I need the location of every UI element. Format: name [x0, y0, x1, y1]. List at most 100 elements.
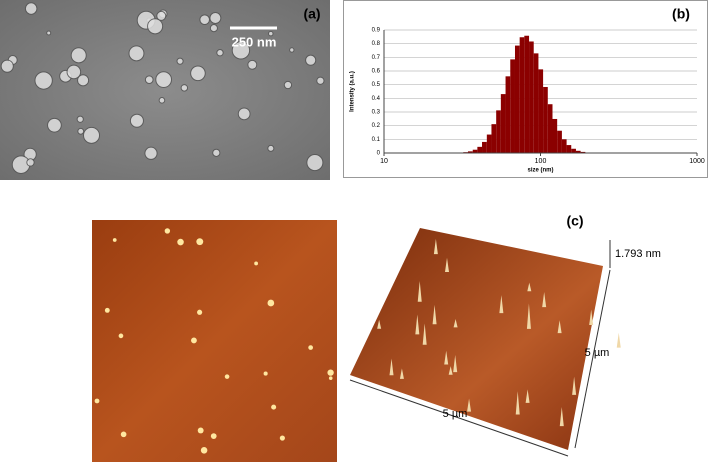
- particle: [76, 115, 84, 123]
- particle: [147, 18, 164, 35]
- particle: [308, 345, 313, 350]
- spike: [525, 389, 530, 403]
- bar: [547, 104, 553, 153]
- spike: [559, 407, 564, 427]
- bar: [575, 150, 581, 153]
- particle: [26, 158, 35, 167]
- particle: [0, 59, 14, 73]
- bar: [524, 35, 530, 153]
- x-axis-label: size (nm): [527, 168, 553, 174]
- spike: [415, 314, 420, 335]
- particle: [46, 30, 52, 36]
- spike: [422, 323, 427, 345]
- axis-arrow: [574, 269, 611, 449]
- particle: [34, 71, 53, 90]
- spike: [448, 366, 453, 375]
- y-axis-label: Intensity (a.u.): [350, 71, 356, 112]
- axis-arrow: [349, 379, 569, 457]
- y-tick-label: 0.9: [372, 28, 381, 34]
- axis-label: 5 µm: [443, 408, 468, 420]
- spike: [557, 320, 562, 334]
- particle: [190, 65, 206, 82]
- bar: [482, 141, 487, 153]
- particle: [267, 144, 275, 152]
- particle: [289, 47, 295, 53]
- z-scale-label: 1.793 nm: [615, 248, 661, 260]
- afm-image: [92, 220, 337, 462]
- particle: [47, 117, 62, 133]
- spike: [432, 304, 437, 325]
- particle: [224, 374, 230, 379]
- particle: [155, 71, 173, 88]
- particle: [70, 47, 87, 64]
- particle: [112, 238, 117, 242]
- particle: [305, 54, 317, 66]
- sem-image: [0, 0, 330, 180]
- particle: [200, 447, 208, 454]
- x-tick-label: 100: [535, 158, 547, 165]
- y-tick-label: 0.1: [372, 137, 381, 143]
- particle: [176, 57, 184, 65]
- bar: [580, 151, 586, 153]
- scale-bar-label: 250 nm: [232, 34, 277, 49]
- panel-label: (a): [303, 6, 320, 22]
- afm-particles: [94, 228, 334, 454]
- particle: [120, 431, 127, 438]
- spike: [589, 309, 594, 325]
- y-tick-label: 0.7: [372, 55, 381, 61]
- spike: [542, 292, 547, 308]
- bar: [566, 145, 572, 153]
- particle: [83, 126, 101, 144]
- particle: [77, 127, 85, 135]
- particle: [158, 97, 166, 104]
- particle: [118, 333, 124, 339]
- spike: [526, 303, 531, 329]
- bar: [505, 76, 511, 153]
- bar: [543, 86, 548, 153]
- spike: [377, 319, 382, 329]
- bar: [496, 110, 501, 153]
- particle: [24, 2, 38, 15]
- spike: [453, 354, 458, 373]
- particle: [267, 299, 275, 307]
- spike: [499, 295, 504, 314]
- panel-label: (b): [672, 6, 690, 22]
- particle: [328, 376, 333, 380]
- particle: [306, 154, 324, 172]
- spike: [467, 398, 472, 412]
- bar: [519, 37, 525, 153]
- particle: [263, 371, 268, 376]
- y-tick-label: 0: [377, 151, 381, 157]
- spike: [453, 318, 458, 328]
- particle: [197, 309, 203, 315]
- particle: [164, 228, 171, 234]
- axis-label: 5 µm: [585, 347, 610, 359]
- spike: [389, 358, 394, 376]
- bar: [514, 45, 520, 153]
- spike: [433, 238, 438, 255]
- particle: [180, 84, 189, 92]
- x-tick-label: 10: [380, 158, 388, 165]
- sem-particles: [0, 2, 325, 174]
- spike: [399, 368, 404, 379]
- panel-label: (c): [566, 213, 583, 229]
- spike: [444, 350, 449, 365]
- particle: [237, 107, 251, 121]
- particle: [212, 148, 221, 157]
- particle: [268, 30, 274, 37]
- particle: [209, 12, 222, 25]
- bar: [510, 59, 515, 154]
- particle: [231, 41, 251, 60]
- particle: [129, 113, 144, 128]
- particle: [209, 24, 218, 33]
- bar: [538, 69, 544, 153]
- y-tick-label: 0.6: [372, 69, 381, 75]
- x-tick-label: 1000: [689, 158, 705, 165]
- y-tick-label: 0.4: [372, 96, 381, 102]
- bar: [477, 146, 483, 153]
- particle: [156, 10, 167, 21]
- particle: [283, 80, 293, 90]
- particle: [66, 64, 82, 80]
- particle: [247, 59, 258, 70]
